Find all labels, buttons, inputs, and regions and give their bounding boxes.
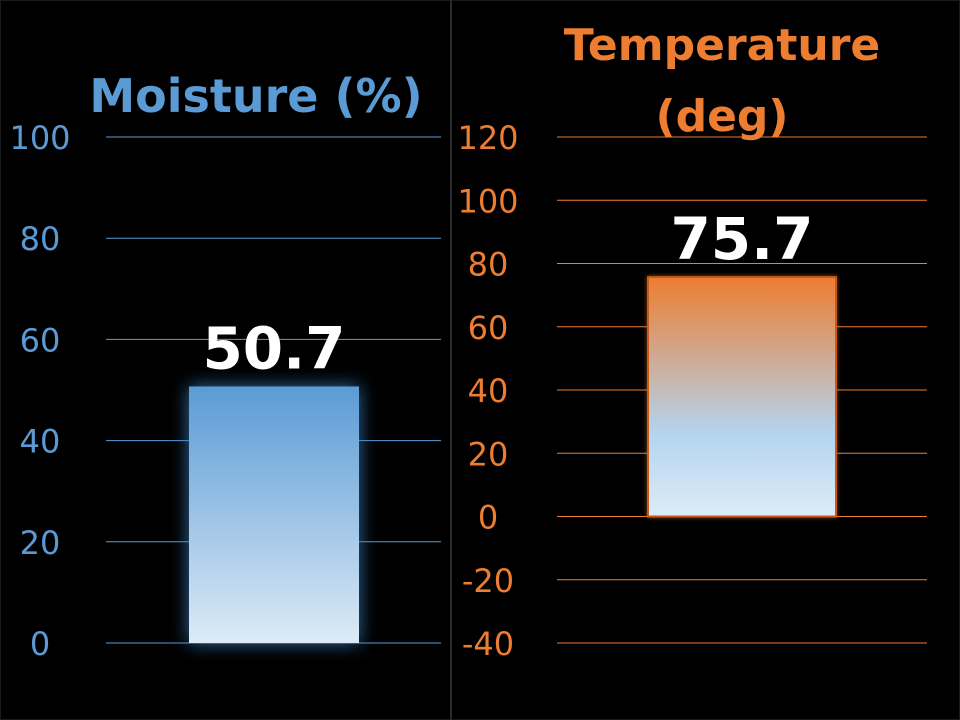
temperature-bars [647, 276, 837, 518]
moisture-y-axis: 100 80 60 40 20 0 [9, 119, 70, 663]
moisture-tick-label: 20 [20, 524, 61, 562]
moisture-title: Moisture (%) [89, 69, 422, 123]
moisture-tick-label: 100 [9, 119, 70, 157]
moisture-bar [189, 386, 359, 643]
moisture-tick-label: 0 [30, 625, 50, 663]
temperature-tick-label: 20 [468, 435, 509, 473]
moisture-tick-label: 60 [20, 321, 61, 359]
moisture-bars [189, 386, 359, 643]
temperature-tick-label: 0 [478, 499, 498, 537]
moisture-tick-label: 80 [20, 220, 61, 258]
temperature-tick-label: 60 [468, 309, 509, 347]
temperature-tick-label: -40 [462, 625, 514, 663]
temperature-tick-label: 120 [457, 119, 518, 157]
temperature-value-label: 75.7 [670, 205, 813, 273]
temperature-tick-label: -20 [462, 562, 514, 600]
temperature-tick-label: 40 [468, 372, 509, 410]
temperature-bar [647, 276, 837, 518]
temperature-title-line-2: (deg) [655, 91, 788, 142]
moisture-chart: Moisture (%) 100 80 60 40 20 0 50.7 [9, 69, 441, 663]
temperature-chart: Temperature (deg) 120100806040200-20-40 … [457, 20, 927, 663]
panel-divider [450, 0, 452, 720]
moisture-tick-label: 40 [20, 423, 61, 461]
temperature-title-line-1: Temperature [564, 20, 881, 71]
temperature-y-axis: 120 100 80 60 40 20 0 -20 -40 [457, 119, 518, 663]
moisture-value-label: 50.7 [202, 314, 345, 382]
temperature-tick-label: 80 [468, 246, 509, 284]
temperature-tick-label: 100 [457, 182, 518, 220]
